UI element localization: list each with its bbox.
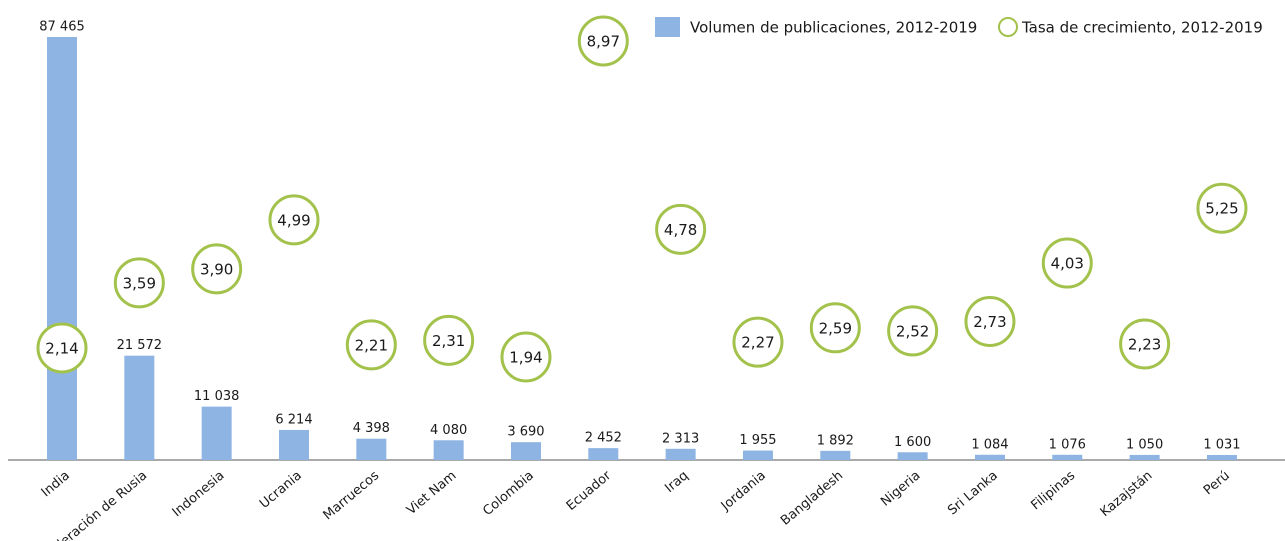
bar-value-label: 2 452 (585, 431, 622, 446)
growth-circle (655, 203, 707, 255)
bar-value-label: 11 038 (194, 389, 240, 404)
bar-value-label: 21 572 (117, 338, 163, 353)
bar (742, 450, 773, 460)
x-tick-label: Colombia (480, 468, 536, 519)
bar (1129, 454, 1160, 460)
bar-value-label: 3 690 (507, 425, 544, 440)
growth-label: 2,31 (432, 332, 465, 350)
growth-label: 2,59 (819, 319, 852, 337)
growth-circle (423, 314, 475, 366)
x-tick-label: Jordania (718, 468, 769, 514)
growth-label: 4,03 (1051, 255, 1084, 273)
growth-label: 4,78 (664, 221, 697, 239)
growth-label: 4,99 (277, 211, 310, 229)
bar (974, 454, 1005, 460)
growth-circle (887, 305, 939, 357)
growth-circle (1196, 182, 1248, 234)
growth-circle (268, 194, 320, 246)
growth-label: 2,23 (1128, 335, 1161, 353)
bar (201, 406, 232, 460)
growth-label: 2,52 (896, 322, 929, 340)
growth-circle (1041, 237, 1093, 289)
bar-value-label: 1 600 (894, 435, 931, 450)
x-tick-label: Kazajstán (1098, 468, 1156, 520)
x-tick-label: Ucrania (257, 468, 305, 511)
bar (433, 440, 464, 460)
bar (510, 442, 541, 460)
growth-label: 2,27 (741, 334, 774, 352)
bar-value-label: 87 465 (39, 20, 85, 35)
bar (47, 37, 77, 460)
growth-circle (345, 319, 397, 371)
growth-label: 3,90 (200, 260, 233, 278)
growth-circle (809, 302, 861, 354)
bar (278, 429, 309, 460)
x-tick-label: India (39, 468, 73, 500)
growth-label: 8,97 (587, 33, 620, 51)
x-tick-label: Iraq (662, 468, 691, 496)
bar (1052, 454, 1083, 460)
growth-circle (36, 322, 88, 374)
bar-value-label: 1 955 (739, 433, 776, 448)
x-tick-label: Ecuador (564, 468, 615, 514)
bar-value-label: 4 080 (430, 423, 467, 438)
growth-label: 5,25 (1205, 200, 1238, 218)
growth-label: 1,94 (509, 349, 542, 367)
x-tick-label: Viet Nam (404, 468, 459, 518)
growth-circle (500, 331, 552, 383)
bar-value-label: 6 214 (275, 412, 312, 427)
x-tick-label: Indonesia (170, 468, 228, 520)
x-tick-label: Sri Lanka (945, 468, 1001, 518)
bar (1206, 455, 1237, 460)
bar (124, 355, 155, 460)
bar-value-label: 1 084 (971, 437, 1008, 452)
x-tick-label: Filipinas (1028, 468, 1078, 513)
bar-value-label: 1 050 (1126, 437, 1163, 452)
growth-circle (577, 15, 629, 67)
growth-circle (191, 243, 243, 295)
growth-circle (732, 316, 784, 368)
legend-swatch (655, 17, 680, 37)
growth-label: 2,73 (973, 313, 1006, 331)
bar (897, 452, 928, 460)
legend-swatch (998, 17, 1018, 37)
growth-label: 2,21 (355, 336, 388, 354)
bar (665, 448, 696, 460)
bar-value-label: 4 398 (353, 421, 390, 436)
x-tick-label: Nigeria (878, 468, 923, 509)
x-tick-label: Perú (1201, 468, 1233, 498)
legend-label: Tasa de crecimiento, 2012-2019 (1021, 19, 1263, 37)
bar (820, 450, 851, 460)
x-tick-label: Marruecos (321, 468, 383, 523)
bar-value-label: 1 076 (1049, 437, 1086, 452)
growth-label: 3,59 (123, 274, 156, 292)
bar (356, 438, 387, 460)
bar-value-label: 2 313 (662, 431, 699, 446)
bar-value-label: 1 031 (1203, 438, 1240, 453)
growth-circle (113, 257, 165, 309)
bar-value-label: 1 892 (817, 433, 854, 448)
bar (588, 448, 619, 460)
growth-circle (964, 295, 1016, 347)
growth-label: 2,14 (45, 340, 78, 358)
legend-label: Volumen de publicaciones, 2012-2019 (690, 19, 977, 37)
x-tick-label: Bangladesh (778, 468, 846, 528)
growth-circle (1119, 318, 1171, 370)
